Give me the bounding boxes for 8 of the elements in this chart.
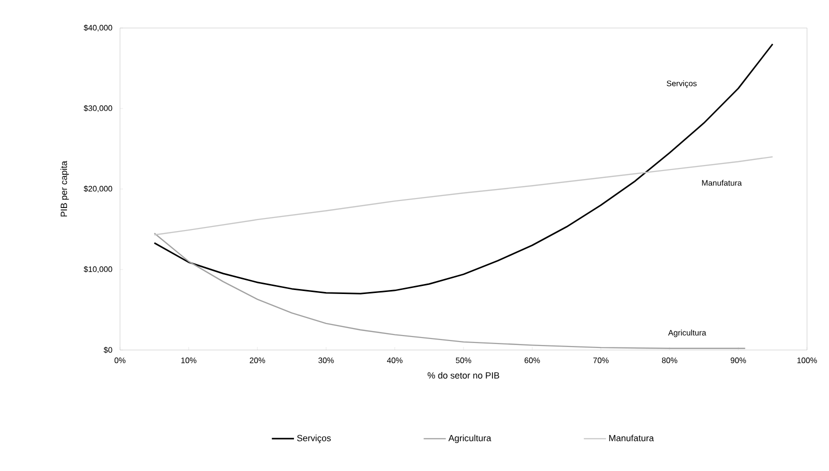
line-series: [154, 43, 774, 294]
legend-label: Manufatura: [609, 434, 654, 442]
legend-label: Agricultura: [448, 434, 492, 444]
x-axis-title: % do setor no PIB: [428, 372, 500, 379]
y-axis-title: PIB per capita: [60, 160, 69, 216]
line-series: [154, 156, 774, 236]
line-series: [154, 232, 746, 349]
legend-label: Serviços: [297, 434, 331, 444]
